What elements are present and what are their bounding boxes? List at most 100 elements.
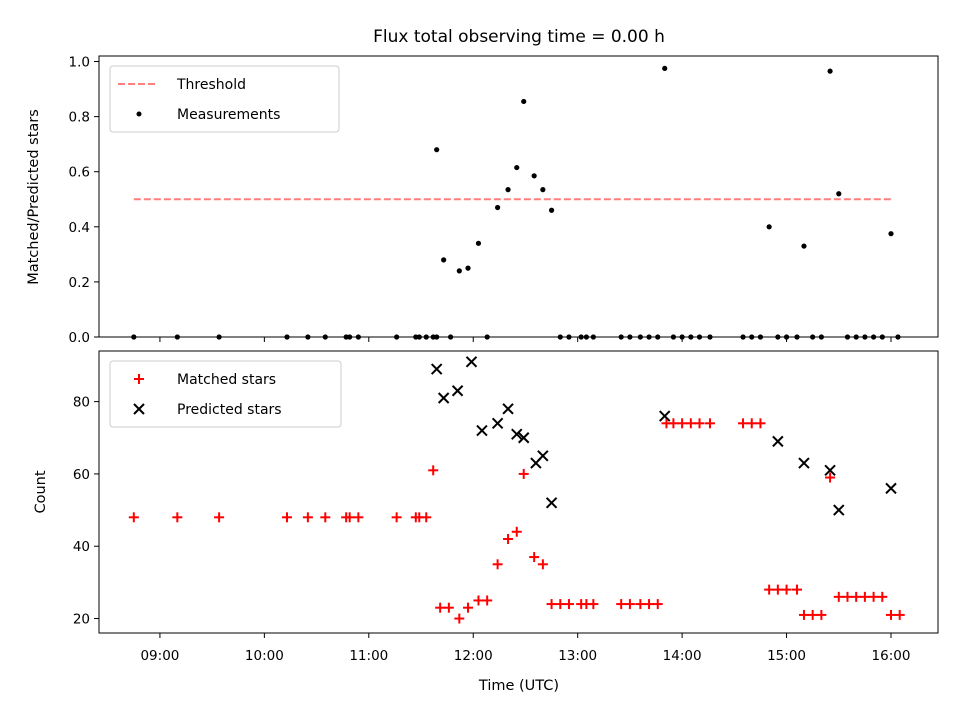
matched-star-point [644, 599, 655, 610]
predicted-star-point [537, 450, 549, 462]
matched-star-point [677, 418, 688, 429]
predicted-star-point [430, 363, 443, 375]
predicted-star-point [545, 497, 558, 509]
matched-star-point [685, 418, 696, 429]
matched-star-point [454, 613, 465, 624]
bottom-y-tick-label: 40 [73, 539, 90, 555]
bottom-panel: 20 40 60 80 09:00 10:00 11:00 12:00 13:00 14:00 1… [33, 350, 939, 694]
measurement-point [888, 231, 894, 237]
matched-star-point [886, 609, 897, 620]
measurement-point [531, 173, 537, 179]
x-tick-label: 12:00 [454, 648, 493, 664]
matched-star-point [353, 512, 364, 523]
matched-star-point [635, 599, 646, 610]
matched-star-point [503, 534, 514, 544]
matched-star-point [877, 591, 888, 602]
measurement-point [505, 187, 511, 193]
measurement-point [495, 204, 501, 211]
matched-star-point [320, 512, 331, 523]
predicted-star-point [476, 424, 488, 437]
matched-star-point [302, 512, 313, 523]
matched-star-point [344, 512, 355, 523]
matched-star-point [704, 418, 715, 429]
matched-star-point [781, 584, 792, 595]
matched-star-point [492, 559, 503, 570]
measurement-point [514, 164, 520, 171]
matched-star-point [391, 512, 402, 523]
x-tick-label: 09:00 [140, 648, 179, 664]
matched-star-point [738, 418, 749, 429]
matched-star-point [443, 602, 454, 613]
matched-star-point [421, 512, 432, 523]
matched-star-point [529, 552, 540, 563]
measurement-point [456, 268, 462, 274]
measurement-point [548, 207, 555, 213]
top-x-axis [159, 337, 892, 342]
top-y-tick-label: 0.2 [69, 275, 90, 291]
matched-star-point [798, 609, 809, 620]
top-y-axis: 0.0 0.2 0.4 0.6 0.8 1.0 [69, 55, 99, 346]
bottom-plot-frame [98, 350, 939, 634]
x-tick-label: 11:00 [349, 648, 388, 664]
legend-predicted-label: Predicted stars [177, 402, 282, 418]
matched-star-point [463, 602, 474, 613]
top-y-tick-label: 0.8 [69, 110, 90, 126]
predicted-star-point [451, 385, 464, 397]
bottom-y-axis: 20 40 60 80 [73, 395, 99, 628]
matched-star-point [214, 512, 225, 523]
top-panel: 0.0 0.2 0.4 0.6 0.8 1.0 Matched/Predicted sta… [26, 55, 939, 346]
predicted-star-point [885, 482, 897, 495]
matched-star-point [172, 512, 183, 523]
matched-star-point [894, 609, 905, 620]
matched-star-point [652, 599, 663, 610]
predicted-star-point [518, 432, 530, 444]
matched-star-point [546, 599, 557, 610]
bottom-legend: Matched stars Predicted stars [109, 360, 342, 428]
matched-star-point [816, 609, 827, 620]
matched-star-point [792, 584, 803, 595]
measurement-point [801, 243, 807, 249]
matched-star-point [482, 595, 493, 606]
legend-matched-swatch [134, 374, 144, 384]
matched-star-point [842, 591, 853, 602]
top-y-tick-label: 0.6 [69, 165, 90, 181]
measurement-point [662, 65, 668, 71]
predicted-star-point [465, 356, 478, 368]
measurement-point [836, 191, 842, 197]
predicted-star-point [437, 392, 450, 404]
bottom-y-tick-label: 80 [73, 395, 90, 411]
matched-star-point [851, 591, 862, 602]
legend-measurements-label: Measurements [177, 107, 280, 123]
top-legend-frame [109, 65, 340, 133]
predicted-star-point [798, 457, 810, 469]
measurement-point [434, 147, 440, 153]
x-tick-label: 10:00 [245, 648, 284, 664]
matched-star-point [624, 599, 635, 610]
matched-star-point [511, 526, 522, 537]
predicted-star-point [511, 428, 523, 440]
chart-title: Flux total observing time = 0.00 h [373, 27, 665, 47]
matched-star-point [825, 472, 836, 483]
matched-star-point [668, 418, 679, 429]
measurement-point [521, 98, 527, 105]
bottom-legend-frame [109, 360, 342, 428]
matched-star-point [694, 418, 705, 429]
matched-star-point [555, 599, 566, 610]
matched-star-point [746, 418, 757, 429]
matched-star-point [772, 584, 783, 595]
x-tick-label: 16:00 [872, 648, 911, 664]
bottom-y-axis-label: Count [33, 470, 49, 513]
legend-measurements-swatch [136, 111, 142, 117]
matched-star-point [435, 602, 446, 613]
measurement-point [475, 240, 482, 246]
matched-star-point [518, 468, 529, 479]
x-tick-label: 15:00 [767, 648, 806, 664]
top-y-axis-label: Matched/Predicted stars [26, 109, 42, 285]
top-y-tick-label: 0.0 [69, 330, 90, 346]
matched-star-point [428, 465, 439, 476]
predicted-star-point [659, 410, 671, 422]
matched-star-point [281, 512, 292, 523]
legend-predicted-swatch [133, 403, 145, 415]
matched-star-point [616, 599, 627, 610]
bottom-y-tick-label: 60 [73, 467, 90, 483]
